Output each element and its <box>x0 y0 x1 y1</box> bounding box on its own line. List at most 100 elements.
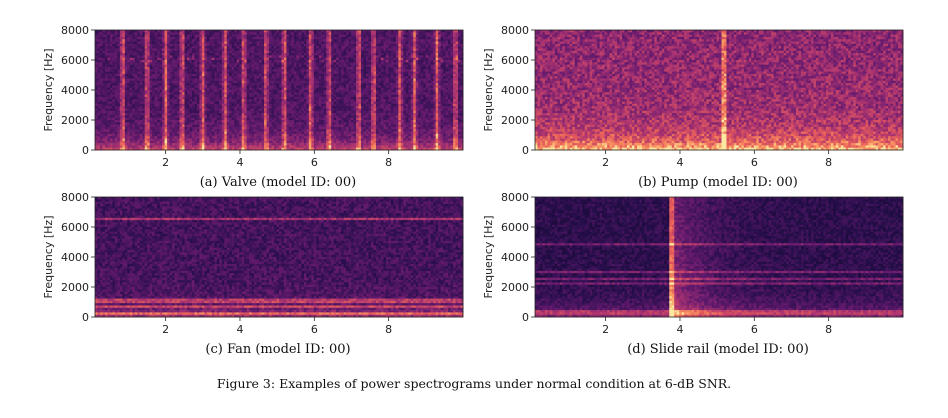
spectrogram-cell <box>177 57 180 61</box>
spectrogram-cell <box>182 129 185 132</box>
spectrogram-cell <box>288 120 292 123</box>
spectrogram-cell <box>328 87 332 91</box>
spectrogram-cell <box>216 64 220 68</box>
spectrogram-cell <box>142 99 146 102</box>
spectrogram-cell <box>318 53 322 56</box>
spectrogram-cell <box>274 113 277 116</box>
spectrogram-cell <box>142 76 146 79</box>
spectrogram-cell <box>301 117 305 121</box>
spectrogram-cell <box>264 106 267 109</box>
spectrogram-cell <box>132 145 136 149</box>
spectrogram-cell <box>229 122 233 125</box>
spectrogram-cell <box>251 90 255 93</box>
spectrogram-cell <box>298 129 302 132</box>
spectrogram-cell <box>279 90 282 93</box>
spectrogram-cell <box>194 64 198 68</box>
spectrogram-cell <box>246 145 250 149</box>
spectrogram-cell <box>291 94 295 98</box>
spectrogram-cell <box>266 133 270 137</box>
spectrogram-cell <box>182 147 185 151</box>
spectrogram-cell <box>152 122 156 125</box>
spectrogram-cell <box>204 117 208 121</box>
spectrogram-cell <box>283 113 287 116</box>
spectrogram-cell <box>139 133 143 137</box>
spectrogram-cell <box>139 145 143 149</box>
spectrogram-cell <box>189 83 193 86</box>
spectrogram-cell <box>184 73 188 77</box>
spectrogram-cell <box>209 64 213 68</box>
spectrogram-cell <box>281 41 285 45</box>
spectrogram-cell <box>134 140 138 144</box>
spectrogram-cell <box>283 50 287 54</box>
spectrogram-cell <box>301 34 305 38</box>
spectrogram-cell <box>162 55 165 59</box>
spectrogram-cell <box>224 34 228 38</box>
spectrogram-cell <box>303 115 307 119</box>
spectrogram-cell <box>99 113 103 116</box>
spectrogram-cell <box>137 53 141 56</box>
spectrogram-cell <box>112 124 116 128</box>
spectrogram-cell <box>318 39 322 42</box>
spectrogram-cell <box>274 136 277 139</box>
spectrogram-cell <box>191 57 195 61</box>
spectrogram-cell <box>323 145 327 149</box>
spectrogram-cell <box>239 73 243 77</box>
spectrogram-cell <box>206 106 210 109</box>
spectrogram-cell <box>139 143 143 146</box>
spectrogram-cell <box>179 34 183 38</box>
spectrogram-cell <box>244 90 248 93</box>
spectrogram-cell <box>328 53 332 56</box>
spectrogram-cell <box>117 87 121 91</box>
spectrogram-cell <box>219 43 223 47</box>
spectrogram-cell <box>187 78 190 82</box>
spectrogram-cell <box>182 106 185 109</box>
spectrogram-cell <box>241 85 245 89</box>
spectrogram-cell <box>99 34 103 38</box>
spectrogram-cell <box>174 124 178 128</box>
spectrogram-cell <box>119 92 123 95</box>
spectrogram-cell <box>296 129 300 132</box>
spectrogram-cell <box>95 117 98 121</box>
spectrogram-cell <box>264 94 267 98</box>
spectrogram-cell <box>214 64 218 68</box>
spectrogram-cell <box>274 131 277 135</box>
spectrogram-cell <box>95 76 98 79</box>
spectrogram-cell <box>104 39 108 42</box>
spectrogram-cell <box>189 71 193 75</box>
spectrogram-cell <box>219 48 223 52</box>
spectrogram-cell <box>331 87 335 91</box>
spectrogram-cell <box>229 46 233 49</box>
spectrogram-cell <box>97 30 101 33</box>
spectrogram-cell <box>311 73 315 77</box>
spectrogram-cell <box>259 90 262 93</box>
spectrogram-cell <box>174 50 178 54</box>
spectrogram-cell <box>323 122 327 125</box>
spectrogram-cell <box>187 87 190 91</box>
spectrogram-cell <box>157 53 160 56</box>
spectrogram-cell <box>251 46 255 49</box>
spectrogram-cell <box>261 94 265 98</box>
spectrogram-cell <box>313 43 317 47</box>
spectrogram-cell <box>194 108 198 112</box>
spectrogram-cell <box>269 76 272 79</box>
spectrogram-cell <box>241 57 245 61</box>
spectrogram-cell <box>234 122 238 125</box>
spectrogram-cell <box>288 55 292 59</box>
spectrogram-cell <box>201 138 205 142</box>
spectrogram-cell <box>303 96 307 100</box>
spectrogram-cell <box>201 124 205 128</box>
spectrogram-cell <box>221 36 225 40</box>
spectrogram-cell <box>109 46 113 49</box>
spectrogram-cell <box>209 57 213 61</box>
spectrogram-cell <box>157 66 160 70</box>
spectrogram-cell <box>239 55 243 59</box>
spectrogram-cell <box>231 124 235 128</box>
spectrogram-cell <box>164 90 168 93</box>
spectrogram-cell <box>187 39 190 42</box>
spectrogram-cell <box>301 41 305 45</box>
spectrogram-cell <box>226 60 230 63</box>
spectrogram-cell <box>109 80 113 84</box>
spectrogram-cell <box>122 133 126 137</box>
spectrogram-cell <box>303 50 307 54</box>
spectrogram-cell <box>199 48 203 52</box>
